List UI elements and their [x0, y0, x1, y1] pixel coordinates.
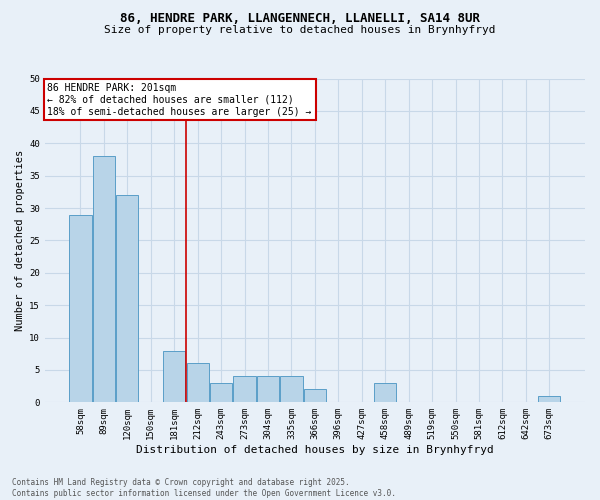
Bar	[163, 350, 185, 403]
Y-axis label: Number of detached properties: Number of detached properties	[15, 150, 25, 331]
Text: 86, HENDRE PARK, LLANGENNECH, LLANELLI, SA14 8UR: 86, HENDRE PARK, LLANGENNECH, LLANELLI, …	[120, 12, 480, 26]
Bar	[70, 214, 92, 402]
Bar	[93, 156, 115, 402]
Text: 86 HENDRE PARK: 201sqm
← 82% of detached houses are smaller (112)
18% of semi-de: 86 HENDRE PARK: 201sqm ← 82% of detached…	[47, 84, 312, 116]
Bar	[116, 195, 139, 402]
Bar	[210, 383, 232, 402]
Bar	[374, 383, 397, 402]
X-axis label: Distribution of detached houses by size in Brynhyfryd: Distribution of detached houses by size …	[136, 445, 494, 455]
Bar	[538, 396, 560, 402]
Bar	[187, 364, 209, 403]
Bar	[257, 376, 279, 402]
Bar	[280, 376, 302, 402]
Bar	[304, 390, 326, 402]
Text: Size of property relative to detached houses in Brynhyfryd: Size of property relative to detached ho…	[104, 25, 496, 35]
Bar	[233, 376, 256, 402]
Text: Contains HM Land Registry data © Crown copyright and database right 2025.
Contai: Contains HM Land Registry data © Crown c…	[12, 478, 396, 498]
